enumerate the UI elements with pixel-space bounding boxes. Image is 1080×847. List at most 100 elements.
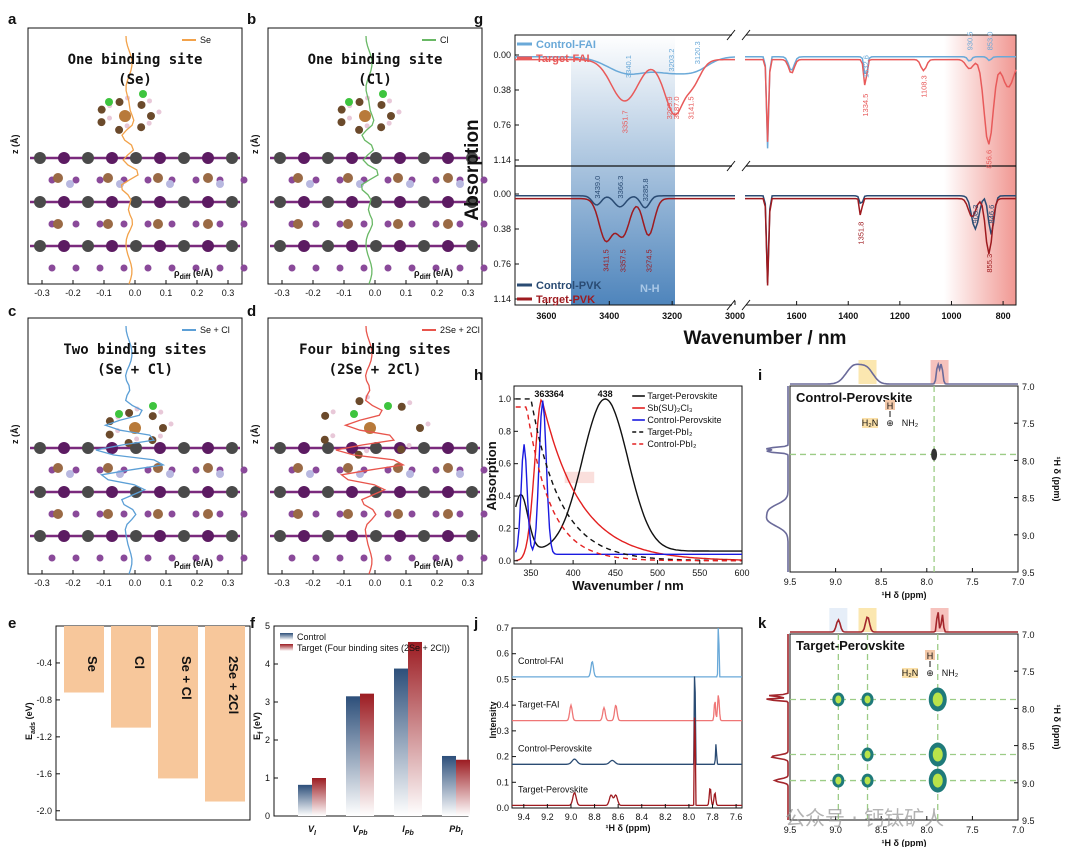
fa-cation <box>393 509 403 519</box>
atom <box>432 176 440 184</box>
j-curve-2 <box>512 676 742 765</box>
mol-center: ⊕ <box>926 668 934 678</box>
nmr-xtick-label: 7.5 <box>966 825 979 835</box>
fa-cation <box>306 470 314 478</box>
j-xtick-label: 8.6 <box>612 812 625 822</box>
atom <box>48 554 56 562</box>
nh-region-label: N-H <box>640 283 660 295</box>
nmr-left-projection <box>765 386 789 572</box>
h-xtick-label: 550 <box>692 568 707 578</box>
fa-cation <box>203 219 213 229</box>
c-atom <box>337 105 346 114</box>
adsorbed-molecule-d <box>320 394 431 459</box>
nmr-xlabel: ¹H δ (ppm) <box>882 838 927 847</box>
fa-cation <box>443 463 453 473</box>
rho-label-d: ρdiff (e/Å) <box>414 558 453 571</box>
nmr-cross-peak-core <box>835 776 842 785</box>
j-xtick-label: 8.8 <box>588 812 601 822</box>
atom <box>34 486 46 498</box>
x-tick-label: 0.1 <box>400 288 413 298</box>
f-bar-control <box>298 784 312 816</box>
fa-cation <box>166 180 174 188</box>
h-legend-label: Sb(SU)₂Cl₃ <box>647 403 692 413</box>
c-atom <box>97 118 106 127</box>
adsorbed-molecule-c <box>105 402 174 447</box>
g-xtick-label: 1400 <box>838 311 858 321</box>
c-atom <box>320 435 329 444</box>
axes-g <box>514 34 1017 306</box>
rho-unit: (e/Å) <box>430 268 453 278</box>
nmr-xtick-label: 8.5 <box>875 825 888 835</box>
atom <box>442 530 454 542</box>
c-atom <box>397 445 406 454</box>
atom <box>346 240 358 252</box>
atom <box>384 554 392 562</box>
atom <box>312 220 320 228</box>
atom <box>96 510 104 518</box>
x-tick-label: -0.1 <box>96 288 112 298</box>
atom <box>274 442 286 454</box>
panel-c: c Se + Cl Two binding sites (Se + Cl) z (Å)… <box>8 303 248 588</box>
atom <box>240 554 248 562</box>
e-ytick-label: -2.0 <box>36 806 52 816</box>
atom <box>168 220 176 228</box>
panel-a: a Se One binding site (Se) z (Å) ρdiff (e/Å)… <box>8 11 248 298</box>
axes-h <box>513 385 743 565</box>
atom <box>154 152 166 164</box>
atom <box>144 264 152 272</box>
x-tick-label: 0.3 <box>462 578 475 588</box>
atom <box>418 530 430 542</box>
g-ytick-label: 0.00 <box>493 189 511 199</box>
atom <box>226 442 238 454</box>
h-peak-label: 363 <box>534 389 549 399</box>
legend-label-c: Se + Cl <box>200 325 230 335</box>
fa-cation <box>103 219 113 229</box>
atom <box>298 530 310 542</box>
h-xtick-label: 450 <box>608 568 623 578</box>
fa-cation <box>66 180 74 188</box>
atom <box>274 486 286 498</box>
nmr-band <box>858 608 877 632</box>
atom <box>394 486 406 498</box>
atom <box>226 196 238 208</box>
adsorbed-molecule-b <box>337 90 402 134</box>
atom <box>466 486 478 498</box>
atom <box>336 176 344 184</box>
f-bar-target <box>456 759 470 816</box>
x-tick-label: -0.1 <box>96 578 112 588</box>
atom <box>240 176 248 184</box>
atom <box>408 554 416 562</box>
atom <box>298 240 310 252</box>
atom <box>34 240 46 252</box>
atom <box>202 240 214 252</box>
g-peak-label: 3141.5 <box>687 96 696 119</box>
cl-atom <box>115 410 123 418</box>
rho: ρ <box>414 268 420 278</box>
atom <box>312 264 320 272</box>
g-peak-label: 3340.1 <box>624 55 633 78</box>
cl-atom <box>345 98 353 106</box>
e-bar-label: Se <box>85 656 100 672</box>
legend-control-pvk: Control-PVK <box>536 280 601 292</box>
nmr-ytick-label: 9.5 <box>1022 568 1035 578</box>
g-peak-label: 856.6 <box>984 150 993 169</box>
atom <box>360 510 368 518</box>
h-atom <box>106 115 112 121</box>
atom <box>178 486 190 498</box>
j-ytick-label: 0.0 <box>496 803 509 813</box>
atom <box>312 510 320 518</box>
atom <box>336 554 344 562</box>
atom <box>298 486 310 498</box>
atom <box>192 554 200 562</box>
j-ylabel: Intensity <box>488 701 498 738</box>
g-peak-label: 853.0 <box>985 32 994 51</box>
c-atom <box>337 118 346 127</box>
atom <box>82 486 94 498</box>
e-bar <box>64 626 104 693</box>
atom <box>96 466 104 474</box>
atom <box>192 176 200 184</box>
nmr-xtick-label: 8.0 <box>921 825 934 835</box>
g-ytick-label: 1.14 <box>493 294 511 304</box>
j-series-label: Target-Perovskite <box>518 785 588 795</box>
h-atom <box>158 409 164 415</box>
